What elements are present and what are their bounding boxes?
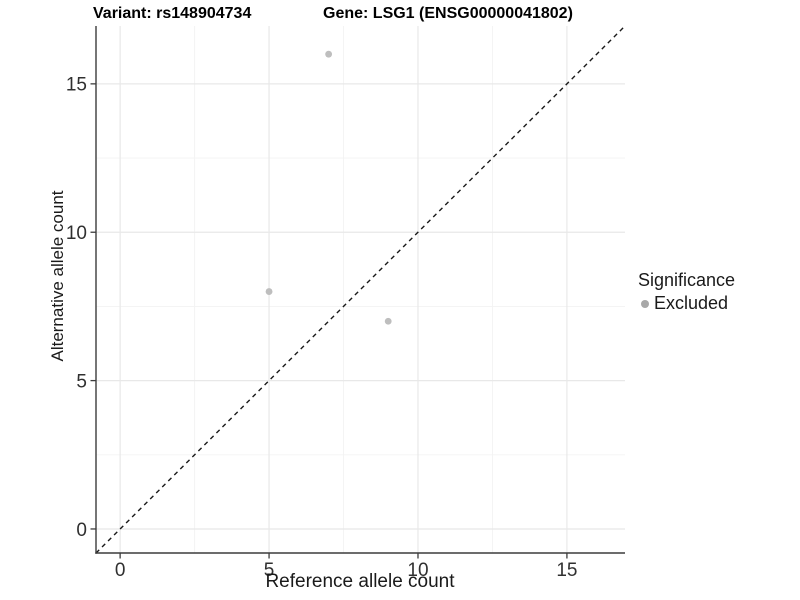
y-tick-label: 15 xyxy=(66,75,87,96)
plot-title-gene: Gene: LSG1 (ENSG00000041802) xyxy=(323,5,573,22)
data-point xyxy=(384,317,392,325)
legend-key-dot-icon xyxy=(641,299,649,308)
data-point xyxy=(325,50,333,58)
y-tick-label: 0 xyxy=(76,520,87,541)
data-point xyxy=(265,288,273,295)
y-tick-label: 10 xyxy=(66,223,87,244)
y-axis-label: Alternative allele count xyxy=(48,190,67,362)
legend: Significance Excluded xyxy=(638,270,735,314)
x-tick-label: 0 xyxy=(115,560,126,581)
legend-title: Significance xyxy=(638,270,736,290)
legend-item-excluded: Excluded xyxy=(638,293,735,314)
x-tick-label: 5 xyxy=(264,560,275,581)
identity-dashed-line xyxy=(95,25,626,554)
x-tick-label: 10 xyxy=(407,560,428,581)
plot-title-variant: Variant: rs148904734 xyxy=(93,5,252,22)
x-tick-label: 15 xyxy=(556,560,577,581)
y-tick-label: 5 xyxy=(76,371,87,392)
legend-item-label: Excluded xyxy=(654,293,729,313)
x-axis-label: Reference allele count xyxy=(265,571,455,592)
